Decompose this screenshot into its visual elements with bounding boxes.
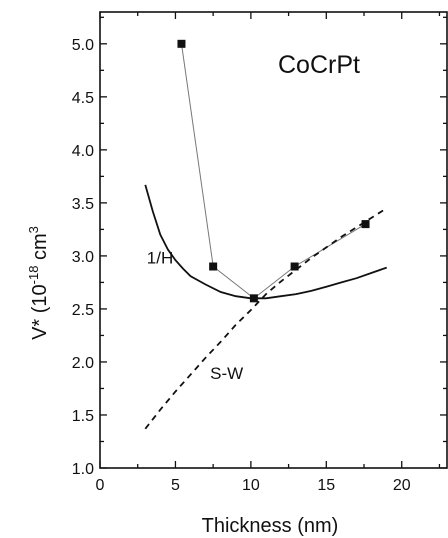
x-tick-label: 15 <box>317 477 335 494</box>
y-tick-label: 1.0 <box>72 461 94 478</box>
plot-title: CoCrPt <box>278 51 360 79</box>
y-tick-label: 3.5 <box>72 196 94 213</box>
data-point <box>290 262 299 271</box>
y-tick-label: 1.5 <box>72 408 94 425</box>
data-point <box>361 220 370 229</box>
x-axis-title: Thickness (nm) <box>202 515 339 537</box>
x-tick-label: 20 <box>393 477 411 494</box>
data-point <box>209 262 218 271</box>
annotations: 1/H S-W <box>147 248 243 383</box>
y-tick-label: 5.0 <box>72 37 94 54</box>
x-tick-label: 0 <box>96 477 105 494</box>
annotation-label: S-W <box>210 364 243 383</box>
y-axis-title-exp: -18 <box>26 266 41 285</box>
series-sw-line <box>144 207 388 430</box>
y-axis-title: V* (10-18 cm3 <box>26 226 51 340</box>
annotation-label: 1/H <box>147 248 173 267</box>
y-axis-title-main: V* (10 <box>29 284 51 340</box>
y-tick-label: 2.0 <box>72 355 94 372</box>
series-layer <box>144 39 388 430</box>
x-tick-label: 5 <box>171 477 180 494</box>
y-tick-label: 4.0 <box>72 143 94 160</box>
x-tick-label: 10 <box>242 477 260 494</box>
series-data-line <box>181 43 366 299</box>
y-tick-label: 4.5 <box>72 90 94 107</box>
axes: 1.0 1.5 2.0 2.5 3.0 3.5 4.0 4.5 5.0 0 5 10 15 20 <box>72 11 448 494</box>
y-axis-title-unit-exp: 3 <box>26 226 41 233</box>
y-tick-label: 3.0 <box>72 249 94 266</box>
series-1h-line <box>144 184 387 300</box>
y-tick-label: 2.5 <box>72 302 94 319</box>
plot-frame <box>99 11 448 469</box>
y-axis-title-unit: cm <box>29 233 51 265</box>
data-point <box>177 39 186 48</box>
